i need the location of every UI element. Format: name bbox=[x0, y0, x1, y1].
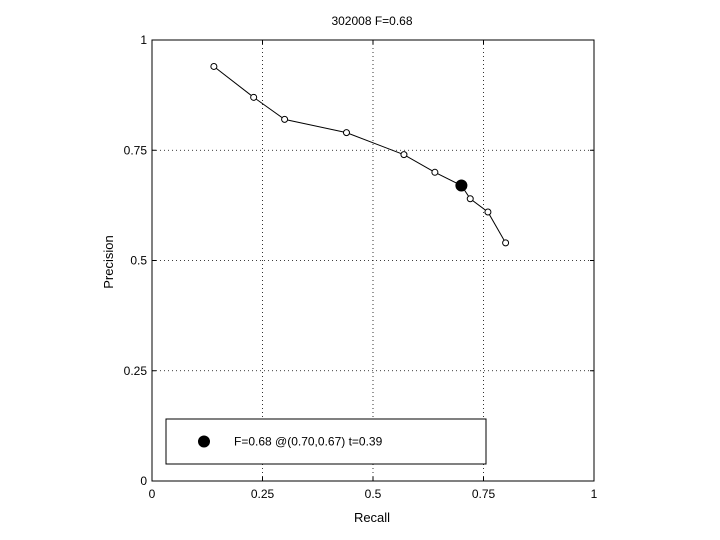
data-point bbox=[281, 115, 289, 123]
y-tick-label: 0 bbox=[140, 474, 147, 488]
y-tick-label: 0.75 bbox=[124, 143, 148, 157]
legend-box bbox=[165, 418, 487, 465]
y-tick-label: 0.25 bbox=[124, 364, 148, 378]
x-tick-label: 0.5 bbox=[365, 487, 382, 501]
chart-title: 302008 F=0.68 bbox=[331, 14, 412, 28]
data-point bbox=[342, 129, 350, 137]
y-axis-label: Precision bbox=[101, 235, 116, 288]
x-axis-label: Recall bbox=[354, 510, 390, 525]
legend-label: F=0.68 @(0.70,0.67) t=0.39 bbox=[234, 435, 383, 449]
x-tick-label: 0.75 bbox=[472, 487, 496, 501]
series-line bbox=[213, 66, 507, 244]
y-tick-label: 0.5 bbox=[130, 254, 147, 268]
plot-area: 0 0.25 0.5 0.75 1 0 0.25 0.5 0.75 1 F=0.68 @(0.70,… bbox=[124, 33, 598, 501]
data-point bbox=[250, 93, 258, 101]
data-point bbox=[210, 62, 218, 70]
best-f-point bbox=[455, 179, 468, 192]
legend-marker bbox=[198, 435, 210, 448]
data-point bbox=[484, 208, 492, 216]
data-point bbox=[400, 151, 408, 159]
x-tick-label: 0 bbox=[149, 487, 156, 501]
data-point bbox=[431, 168, 439, 176]
x-tick-label: 0.25 bbox=[251, 487, 275, 501]
data-point bbox=[502, 239, 510, 247]
data-point bbox=[466, 195, 474, 203]
y-tick-label: 1 bbox=[140, 33, 147, 47]
x-tick-label: 1 bbox=[591, 487, 598, 501]
